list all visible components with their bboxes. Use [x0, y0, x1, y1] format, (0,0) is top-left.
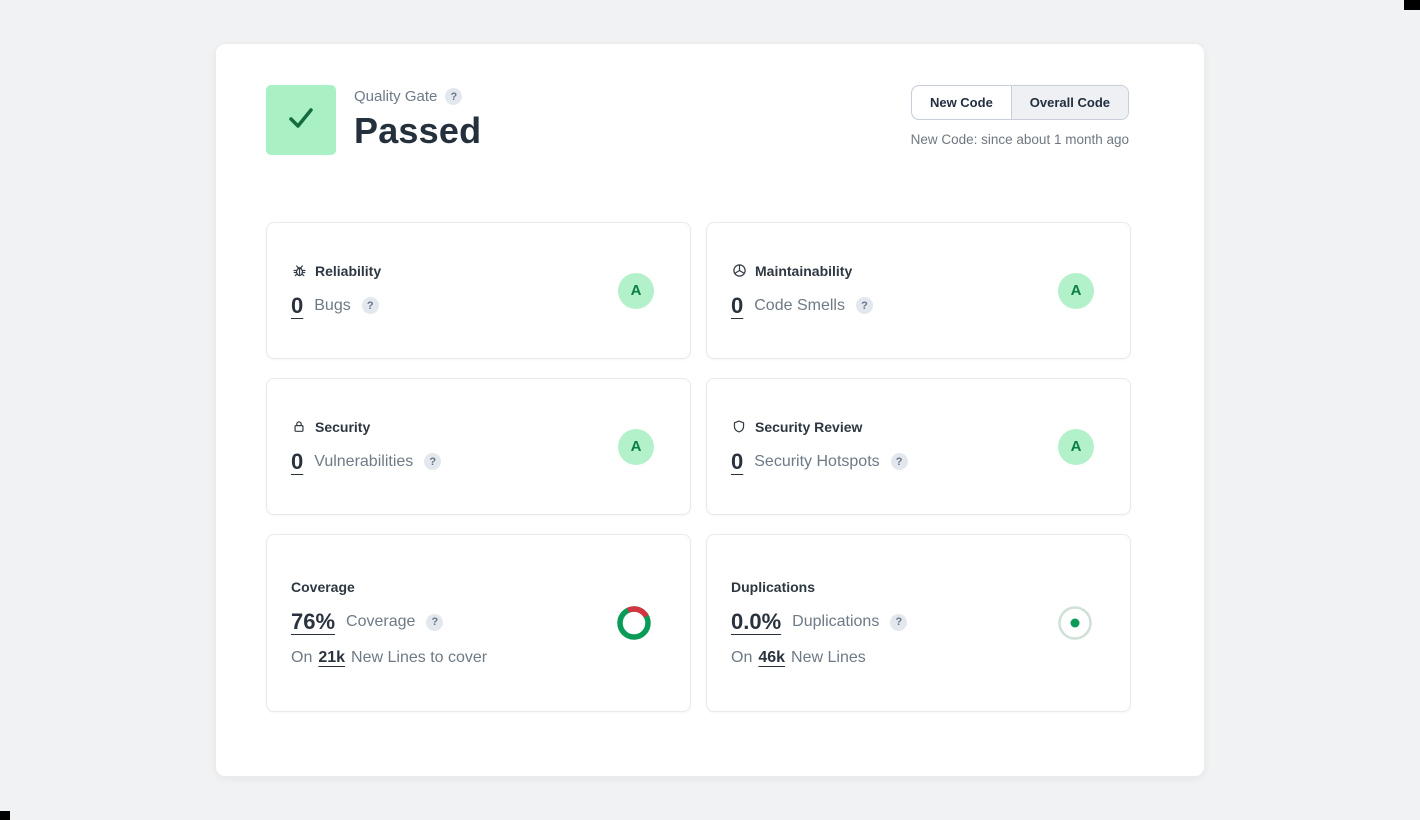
overall-code-tab[interactable]: Overall Code — [1011, 86, 1128, 119]
shield-icon — [731, 419, 747, 434]
duplications-context: On 46k New Lines — [731, 649, 1106, 667]
metric-label: Code Smells — [754, 296, 845, 314]
card-title: Duplications — [731, 579, 816, 595]
quality-gate-status-group: Quality Gate ? Passed — [266, 85, 481, 155]
lock-icon — [291, 419, 307, 434]
card-title: Security — [315, 418, 371, 435]
security-card: Security 0 Vulnerabilities ? A — [266, 378, 691, 515]
help-icon[interactable]: ? — [890, 453, 908, 470]
security-review-card: Security Review 0 Security Hotspots ? A — [706, 378, 1131, 515]
reliability-card: Reliability 0 Bugs ? A — [266, 222, 691, 359]
new-code-tab[interactable]: New Code — [911, 86, 1012, 119]
screen-artifact-bottom-left — [0, 811, 10, 820]
code-smells-count-link[interactable]: 0 — [731, 292, 744, 318]
bugs-count-link[interactable]: 0 — [291, 292, 304, 318]
coverage-context: On 21k New Lines to cover — [291, 649, 666, 667]
quality-gate-status: Passed — [354, 110, 482, 151]
help-icon[interactable]: ? — [426, 613, 444, 631]
screen-artifact-top-right — [1404, 0, 1420, 10]
vulnerabilities-count-link[interactable]: 0 — [291, 448, 304, 474]
card-title: Maintainability — [755, 262, 853, 279]
metric-label: Vulnerabilities — [314, 452, 414, 470]
metric-label: Duplications — [792, 613, 880, 630]
help-icon[interactable]: ? — [424, 453, 442, 470]
metric-label: Security Hotspots — [754, 452, 880, 470]
security-hotspots-count-link[interactable]: 0 — [731, 448, 744, 474]
quality-gate-help-icon[interactable]: ? — [445, 88, 463, 105]
new-lines-to-cover-link[interactable]: 21k — [318, 649, 346, 666]
context-prefix: On — [291, 649, 313, 666]
context-suffix: New Lines to cover — [351, 649, 488, 666]
help-icon[interactable]: ? — [361, 297, 379, 314]
security-rating-badge: A — [618, 428, 654, 465]
coverage-donut-icon — [614, 603, 654, 643]
check-icon — [284, 101, 318, 140]
code-smell-icon — [731, 263, 747, 278]
quality-gate-label: Quality Gate — [354, 88, 438, 105]
new-lines-link[interactable]: 46k — [758, 649, 786, 666]
card-title: Security Review — [755, 418, 863, 435]
maintainability-rating-badge: A — [1058, 272, 1094, 309]
new-code-period: New Code: since about 1 month ago — [910, 132, 1129, 147]
coverage-percent-link[interactable]: 76% — [291, 609, 336, 634]
card-title: Reliability — [315, 262, 382, 279]
metrics-grid: Reliability 0 Bugs ? A — [266, 222, 1131, 712]
code-scope-section: New Code Overall Code New Code: since ab… — [911, 85, 1129, 147]
duplications-percent-link[interactable]: 0.0% — [731, 609, 782, 634]
quality-gate-header: Quality Gate ? Passed New Code Overall C… — [266, 85, 1129, 155]
quality-gate-panel: Quality Gate ? Passed New Code Overall C… — [215, 43, 1205, 777]
quality-gate-titles: Quality Gate ? Passed — [354, 85, 481, 155]
quality-gate-passed-box — [266, 85, 336, 155]
maintainability-card: Maintainability 0 Code Smells ? A — [706, 222, 1131, 359]
duplications-icon — [1056, 604, 1094, 642]
reliability-rating-badge: A — [618, 272, 654, 309]
coverage-card: Coverage 76% Coverage ? On 21k New Lines… — [266, 534, 691, 712]
card-title: Coverage — [291, 579, 355, 595]
context-prefix: On — [731, 649, 753, 666]
metric-label: Bugs — [314, 296, 351, 314]
help-icon[interactable]: ? — [855, 297, 873, 314]
metric-label: Coverage — [346, 613, 416, 630]
context-suffix: New Lines — [791, 649, 866, 666]
security-review-rating-badge: A — [1058, 428, 1094, 465]
code-scope-toggle: New Code Overall Code — [910, 85, 1129, 120]
help-icon[interactable]: ? — [890, 613, 908, 631]
duplications-card: Duplications 0.0% Duplications ? On 46k … — [706, 534, 1131, 712]
bug-icon — [291, 263, 307, 278]
